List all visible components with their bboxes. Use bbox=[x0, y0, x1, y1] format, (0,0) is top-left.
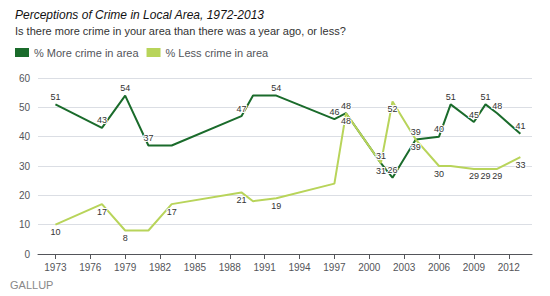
svg-text:19: 19 bbox=[271, 201, 281, 211]
svg-text:1991: 1991 bbox=[254, 262, 277, 273]
svg-text:41: 41 bbox=[515, 121, 525, 131]
svg-text:51: 51 bbox=[446, 92, 456, 102]
svg-text:1994: 1994 bbox=[288, 262, 311, 273]
svg-text:2000: 2000 bbox=[358, 262, 381, 273]
svg-text:50: 50 bbox=[19, 102, 31, 113]
svg-text:17: 17 bbox=[167, 207, 177, 217]
svg-text:Is there more crime in your ar: Is there more crime in your area than th… bbox=[15, 25, 346, 37]
svg-text:31: 31 bbox=[376, 151, 386, 161]
svg-text:10: 10 bbox=[19, 219, 31, 230]
svg-text:1982: 1982 bbox=[149, 262, 172, 273]
svg-text:% Less crime in area: % Less crime in area bbox=[166, 47, 270, 59]
svg-text:45: 45 bbox=[469, 110, 479, 120]
svg-text:30: 30 bbox=[434, 169, 444, 179]
svg-text:2006: 2006 bbox=[428, 262, 451, 273]
svg-text:1976: 1976 bbox=[79, 262, 102, 273]
svg-text:1988: 1988 bbox=[219, 262, 242, 273]
svg-text:2012: 2012 bbox=[498, 262, 521, 273]
svg-text:51: 51 bbox=[480, 92, 490, 102]
svg-text:33: 33 bbox=[515, 160, 525, 170]
svg-text:10: 10 bbox=[50, 227, 60, 237]
svg-text:0: 0 bbox=[24, 249, 30, 260]
svg-text:40: 40 bbox=[19, 131, 31, 142]
svg-text:29: 29 bbox=[492, 171, 502, 181]
svg-text:60: 60 bbox=[19, 73, 31, 84]
svg-text:39: 39 bbox=[411, 142, 421, 152]
svg-text:20: 20 bbox=[19, 190, 31, 201]
svg-text:48: 48 bbox=[341, 101, 351, 111]
svg-text:29: 29 bbox=[469, 171, 479, 181]
svg-text:39: 39 bbox=[411, 127, 421, 137]
svg-text:51: 51 bbox=[50, 92, 60, 102]
svg-text:% More crime in area: % More crime in area bbox=[34, 47, 139, 59]
svg-text:2009: 2009 bbox=[463, 262, 486, 273]
svg-text:1973: 1973 bbox=[44, 262, 67, 273]
svg-text:37: 37 bbox=[143, 133, 153, 143]
svg-text:31: 31 bbox=[376, 166, 386, 176]
svg-text:47: 47 bbox=[236, 104, 246, 114]
svg-text:29: 29 bbox=[480, 171, 490, 181]
svg-text:54: 54 bbox=[271, 83, 281, 93]
svg-text:8: 8 bbox=[123, 233, 128, 243]
svg-text:48: 48 bbox=[492, 101, 502, 111]
svg-text:21: 21 bbox=[236, 195, 246, 205]
svg-text:2003: 2003 bbox=[393, 262, 416, 273]
svg-text:Perceptions of Crime in Local: Perceptions of Crime in Local Area, 1972… bbox=[15, 8, 264, 22]
svg-text:48: 48 bbox=[341, 116, 351, 126]
svg-text:46: 46 bbox=[329, 107, 339, 117]
svg-text:1979: 1979 bbox=[114, 262, 137, 273]
svg-text:1997: 1997 bbox=[323, 262, 346, 273]
svg-text:52: 52 bbox=[388, 104, 398, 114]
svg-text:40: 40 bbox=[434, 124, 444, 134]
svg-text:30: 30 bbox=[19, 161, 31, 172]
svg-text:GALLUP: GALLUP bbox=[10, 279, 53, 291]
svg-text:17: 17 bbox=[97, 207, 107, 217]
svg-text:54: 54 bbox=[120, 83, 130, 93]
svg-text:26: 26 bbox=[388, 165, 398, 175]
svg-text:43: 43 bbox=[97, 115, 107, 125]
svg-text:1985: 1985 bbox=[184, 262, 207, 273]
